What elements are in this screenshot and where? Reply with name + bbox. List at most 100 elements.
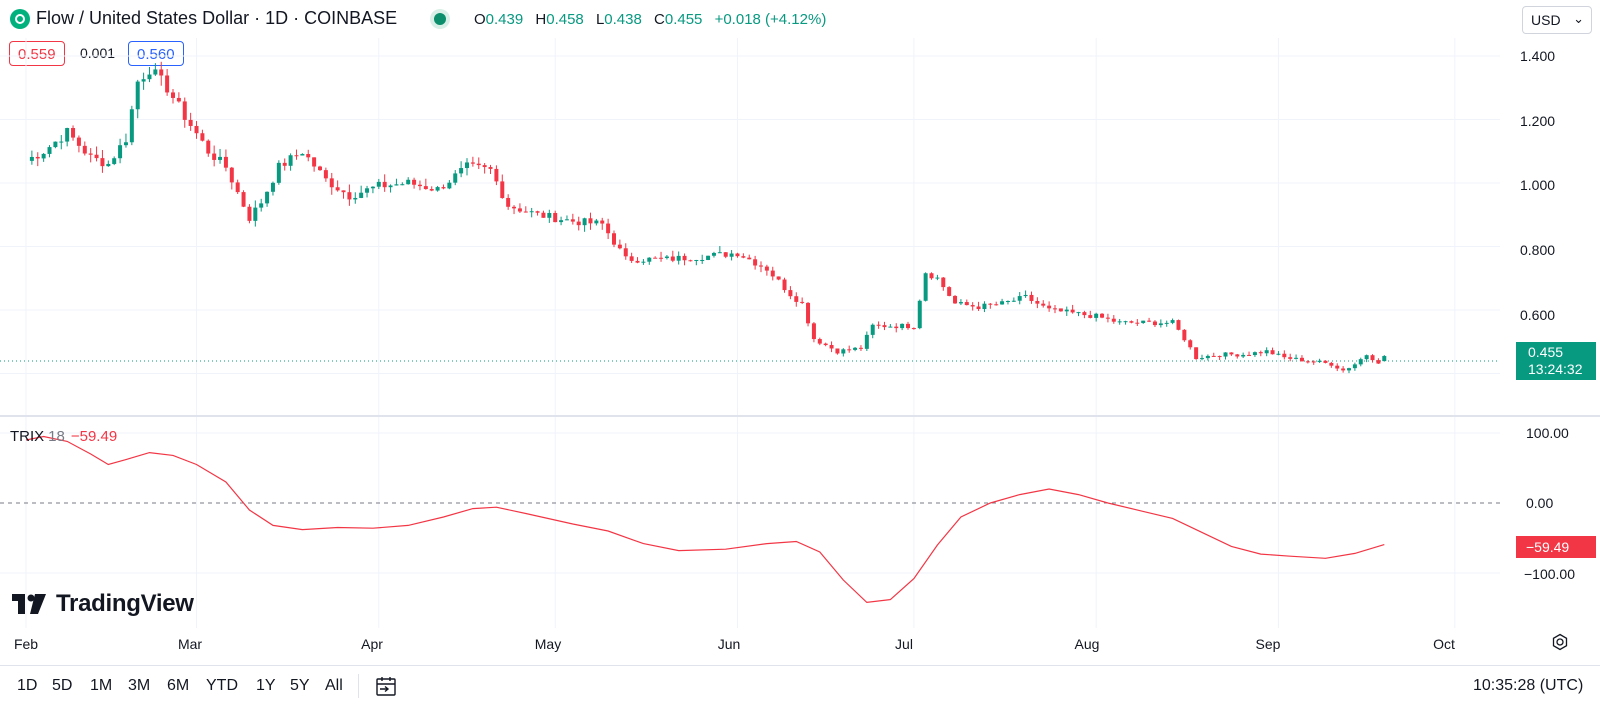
trix-axis-label: 100.00 xyxy=(1526,425,1569,441)
candle-body xyxy=(118,145,123,159)
candle-body xyxy=(171,92,175,98)
candle-body xyxy=(1000,301,1005,305)
candle-body xyxy=(1299,357,1304,362)
chart-header: Flow / United States Dollar · 1D · COINB… xyxy=(0,0,1480,38)
candle-body xyxy=(782,279,787,291)
candle-body xyxy=(559,220,564,223)
candle-body xyxy=(212,153,217,160)
candle-body xyxy=(888,326,893,328)
candle-body xyxy=(1029,294,1034,301)
buy-price-button[interactable]: 0.560 xyxy=(128,41,184,66)
candle-body xyxy=(459,168,464,174)
high-value: 0.458 xyxy=(546,11,584,28)
candle-body xyxy=(470,162,475,164)
candle-body xyxy=(323,170,328,179)
candle-body xyxy=(482,165,487,168)
candle-body xyxy=(147,74,152,80)
candle-body xyxy=(858,347,863,349)
candle-body xyxy=(165,75,170,93)
currency-dropdown[interactable]: USD ⌄ xyxy=(1522,6,1592,34)
candle-body xyxy=(917,300,922,329)
candle-body xyxy=(59,141,64,143)
candle-body xyxy=(1182,329,1187,341)
range-button-1d[interactable]: 1D xyxy=(17,677,38,694)
sell-price-button[interactable]: 0.559 xyxy=(9,41,65,66)
candle-body xyxy=(359,192,364,198)
candle-body xyxy=(441,187,446,189)
candle-body xyxy=(176,97,181,102)
candle-body xyxy=(806,302,811,324)
candle-body xyxy=(976,306,981,310)
candle-body xyxy=(735,253,740,257)
candle-body xyxy=(564,219,569,221)
candle-body xyxy=(76,137,81,146)
range-button-ytd[interactable]: YTD xyxy=(206,677,238,694)
tradingview-wordmark: TradingView xyxy=(56,590,194,617)
candle-body xyxy=(1158,323,1163,326)
utc-clock[interactable]: 10:35:28 (UTC) xyxy=(1473,677,1584,694)
candle-body xyxy=(476,163,481,166)
flow-logo-icon[interactable] xyxy=(10,9,30,29)
candle-body xyxy=(494,168,499,182)
candle-body xyxy=(235,182,240,193)
candle-body xyxy=(688,260,693,262)
candle-body xyxy=(723,252,728,257)
candle-body xyxy=(517,208,522,212)
range-button-6m[interactable]: 6M xyxy=(167,677,190,694)
low-value: 0.438 xyxy=(604,11,642,28)
toolbar-divider xyxy=(358,674,359,698)
candle-body xyxy=(600,220,605,224)
symbol-title[interactable]: Flow / United States Dollar · 1D · COINB… xyxy=(36,8,398,28)
candle-body xyxy=(1341,368,1346,371)
close-key: C xyxy=(654,11,665,28)
candle-body xyxy=(670,256,675,261)
grid xyxy=(0,38,1500,628)
candle-body xyxy=(776,276,781,280)
candle-body xyxy=(41,153,46,159)
candle-body xyxy=(1211,355,1216,357)
candle-body xyxy=(1053,308,1057,310)
candle-body xyxy=(1005,301,1010,303)
gear-icon[interactable] xyxy=(1550,632,1570,652)
chevron-down-icon: ⌄ xyxy=(1573,11,1584,26)
candle-body xyxy=(835,348,840,354)
candle-body xyxy=(188,119,193,126)
candle-body xyxy=(1041,303,1046,306)
trix-value: −59.49 xyxy=(70,428,118,445)
range-button-1y[interactable]: 1Y xyxy=(256,677,276,694)
candle-body xyxy=(870,324,875,335)
time-axis-label: Oct xyxy=(1433,636,1455,652)
candle-body xyxy=(282,162,287,166)
candle-body xyxy=(1129,321,1134,323)
candle-body xyxy=(353,197,358,200)
candle-body xyxy=(1305,361,1310,363)
candle-body xyxy=(594,220,599,224)
candle-body xyxy=(347,192,352,200)
currency-value: USD xyxy=(1531,12,1561,28)
candle-body xyxy=(1176,320,1181,330)
candle-body xyxy=(218,156,223,160)
price-axis-label: 0.600 xyxy=(1520,307,1556,323)
trix-legend[interactable]: TRIX 18 −59.49 xyxy=(10,428,117,445)
range-button-all[interactable]: All xyxy=(325,677,343,694)
candle-body xyxy=(259,203,264,208)
candle-body xyxy=(1047,305,1052,309)
range-button-5d[interactable]: 5D xyxy=(52,677,73,694)
range-button-1m[interactable]: 1M xyxy=(90,677,113,694)
candle-body xyxy=(529,211,534,213)
candle-body xyxy=(635,260,640,263)
range-button-5y[interactable]: 5Y xyxy=(290,677,310,694)
candle-body xyxy=(247,206,252,221)
candle-body xyxy=(988,303,993,305)
calendar-goto-icon[interactable] xyxy=(374,674,398,698)
candle-body xyxy=(1111,318,1116,322)
trix-value-tag: −59.49 xyxy=(1516,536,1596,558)
candle-body xyxy=(847,349,852,351)
candle-body xyxy=(717,252,722,254)
candle-body xyxy=(647,257,652,262)
candle-body xyxy=(535,211,540,213)
candle-body xyxy=(1217,356,1222,358)
range-button-3m[interactable]: 3M xyxy=(128,677,151,694)
price-axis-label: 1.400 xyxy=(1520,48,1556,64)
